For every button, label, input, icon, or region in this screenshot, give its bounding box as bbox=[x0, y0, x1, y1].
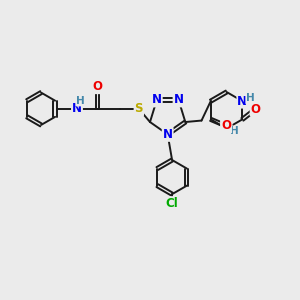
Text: Cl: Cl bbox=[166, 197, 178, 210]
Text: H: H bbox=[230, 126, 239, 136]
Text: N: N bbox=[174, 93, 184, 106]
Text: N: N bbox=[152, 93, 162, 106]
Text: H: H bbox=[246, 93, 255, 103]
Text: N: N bbox=[163, 128, 173, 141]
Text: O: O bbox=[221, 119, 231, 132]
Text: O: O bbox=[250, 103, 261, 116]
Text: S: S bbox=[135, 102, 143, 115]
Text: H: H bbox=[76, 95, 85, 106]
Text: O: O bbox=[93, 80, 103, 93]
Text: N: N bbox=[222, 122, 232, 135]
Text: N: N bbox=[72, 102, 82, 115]
Text: N: N bbox=[237, 94, 248, 108]
